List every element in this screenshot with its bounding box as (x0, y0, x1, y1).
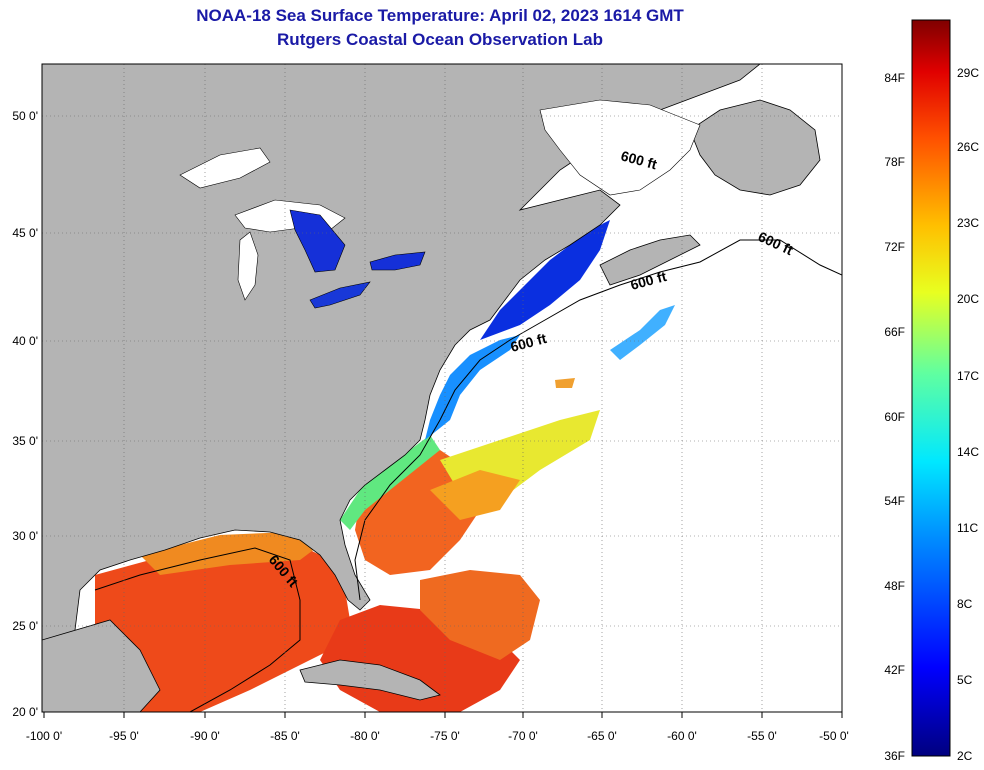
fahrenheit-label: 54F (884, 494, 905, 508)
lake-michigan (237, 231, 259, 301)
atlantic-south-warm (420, 570, 540, 660)
fahrenheit-label: 72F (884, 240, 905, 254)
lon-tick: -100 0' (26, 729, 62, 743)
lat-tick: 25 0' (12, 619, 38, 633)
lon-tick: -90 0' (190, 729, 220, 743)
fahrenheit-label: 60F (884, 410, 905, 424)
celsius-label: 17C (957, 369, 979, 383)
lon-tick: -70 0' (508, 729, 538, 743)
celsius-label: 14C (957, 445, 979, 459)
map-frame (41, 63, 843, 713)
lon-tick: -85 0' (270, 729, 300, 743)
fahrenheit-label: 36F (884, 749, 905, 763)
lat-tick: 40 0' (12, 334, 38, 348)
hudson-cloud (179, 147, 271, 189)
color-bar (911, 19, 951, 757)
lon-tick: -95 0' (109, 729, 139, 743)
celsius-label: 20C (957, 292, 979, 306)
fahrenheit-label: 48F (884, 579, 905, 593)
gulf-warm-water (95, 535, 350, 712)
isobath-600ft (354, 239, 842, 601)
latitude-tick-labels: 50 0' 45 0' 40 0' 35 0' 30 0' 25 0' 20 0… (12, 109, 38, 719)
fahrenheit-label: 66F (884, 325, 905, 339)
yucatan-land (42, 619, 161, 712)
celsius-label: 26C (957, 140, 979, 154)
cuba-land (299, 659, 441, 701)
lon-tick: -65 0' (587, 729, 617, 743)
fahrenheit-label: 42F (884, 663, 905, 677)
celsius-label: 5C (957, 673, 973, 687)
celsius-label: 11C (957, 521, 978, 535)
lon-tick: -55 0' (747, 729, 777, 743)
map-plot-area (42, 64, 842, 712)
new-england-shelf (480, 220, 610, 340)
lon-tick: -80 0' (350, 729, 380, 743)
celsius-label: 29C (957, 66, 979, 80)
map-subtitle: Rutgers Coastal Ocean Observation Lab (277, 30, 603, 49)
lake-erie (309, 281, 371, 309)
nova-scotia-land (599, 234, 701, 286)
celsius-label: 8C (957, 597, 973, 611)
lon-tick: -75 0' (430, 729, 460, 743)
offshore-orange (430, 470, 520, 520)
isobath-600ft-gulf (94, 547, 301, 712)
fahrenheit-label: 78F (884, 155, 905, 169)
gulf-stream-patch (555, 378, 575, 388)
colorbar-fahrenheit-labels: 84F 78F 72F 66F 60F 54F 48F 42F 36F (884, 71, 905, 763)
lake-ontario (369, 251, 426, 271)
frame-ticks (43, 712, 843, 718)
lat-tick: 50 0' (12, 109, 38, 123)
lon-tick: -60 0' (667, 729, 697, 743)
north-america-land (42, 64, 761, 712)
lon-tick: -50 0' (819, 729, 849, 743)
colorbar-celsius-labels: 29C 26C 23C 20C 17C 14C 11C 8C 5C 2C (957, 66, 979, 763)
midatlantic-shelf (425, 335, 520, 440)
newfoundland-land (689, 99, 821, 196)
longitude-tick-labels: -100 0' -95 0' -90 0' -85 0' -80 0' -75 … (26, 729, 849, 743)
celsius-label: 23C (957, 216, 979, 230)
celsius-label: 2C (957, 749, 973, 763)
scotian-patch (610, 305, 675, 360)
lat-tick: 30 0' (12, 529, 38, 543)
gulf-st-lawrence-cloud (539, 99, 701, 196)
map-grid (42, 64, 842, 712)
fahrenheit-label: 84F (884, 71, 905, 85)
carolina-shelf (340, 435, 440, 530)
lat-tick: 20 0' (12, 705, 38, 719)
lat-tick: 35 0' (12, 434, 38, 448)
lake-huron (289, 209, 346, 273)
lat-tick: 45 0' (12, 226, 38, 240)
map-title: NOAA-18 Sea Surface Temperature: April 0… (196, 6, 684, 25)
